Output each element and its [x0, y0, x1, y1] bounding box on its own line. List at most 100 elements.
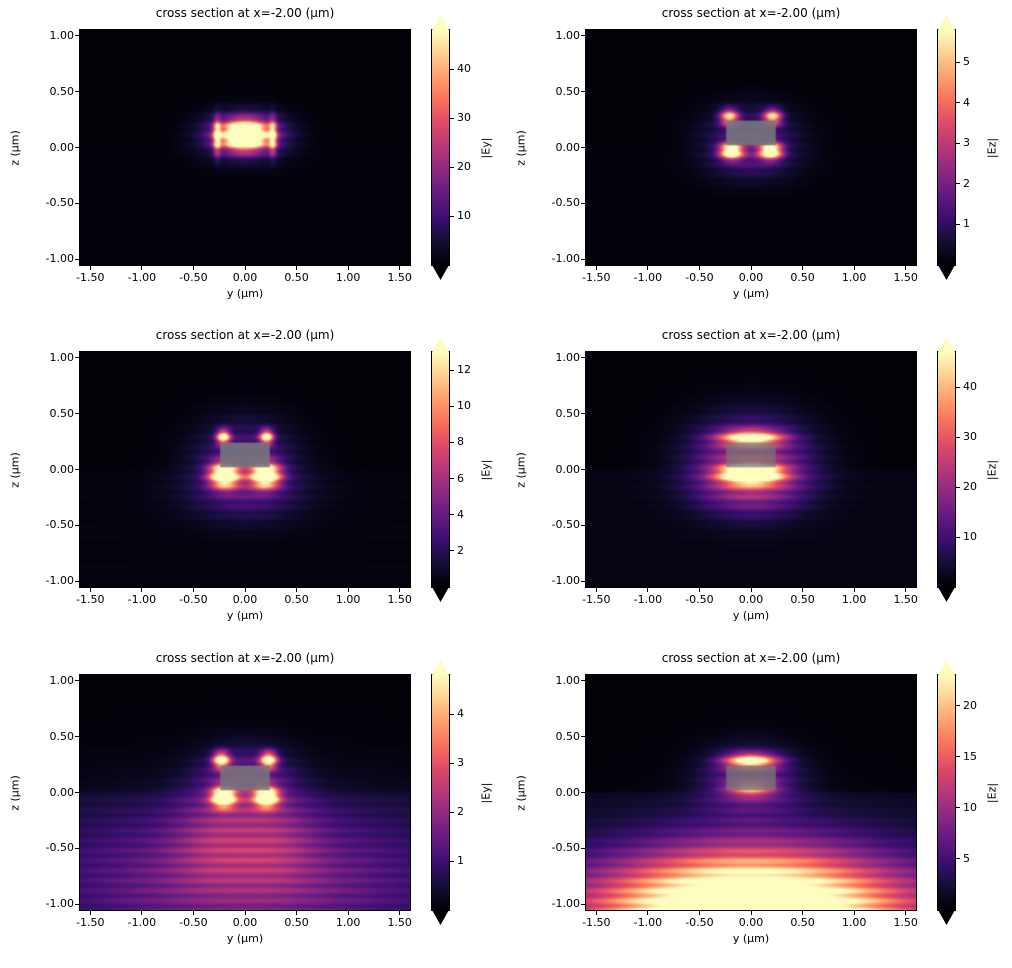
colorbar-tick-label: 10 [457, 209, 471, 223]
subplot: cross section at x=-2.00 (μm) z (μm) y (μm… [0, 645, 506, 968]
colorbar-arrow-down [432, 910, 449, 925]
y-tick-label: 0.50 [555, 406, 581, 420]
x-tick-mark [296, 588, 298, 592]
colorbar-frame [937, 351, 956, 588]
x-axis-label: y (μm) [732, 287, 770, 300]
x-tick-label: 1.00 [335, 916, 361, 929]
colorbar-frame [431, 351, 450, 588]
colorbar-tick-mark [450, 713, 454, 715]
y-tick-mark [581, 258, 585, 260]
x-tick-mark [296, 911, 298, 915]
subplot: cross section at x=-2.00 (μm) z (μm) y (μm… [506, 322, 1012, 645]
x-tick-mark [905, 588, 907, 592]
y-tick-mark [75, 580, 79, 582]
heatmap-frame [79, 351, 411, 588]
x-axis-label: y (μm) [226, 287, 264, 300]
colorbar-label: |Ey| [479, 782, 493, 803]
colorbar-tick-label: 4 [457, 507, 464, 521]
y-tick-label: -1.00 [551, 574, 580, 588]
colorbar-tick-label: 1 [963, 217, 970, 231]
y-tick-mark [581, 202, 585, 204]
x-tick-mark [347, 911, 349, 915]
x-tick-mark [802, 588, 804, 592]
colorbar-tick-mark [956, 183, 960, 185]
y-tick-mark [75, 147, 79, 148]
y-tick-label: 0.00 [49, 462, 75, 476]
colorbar-tick-mark [956, 486, 960, 488]
subplot: cross section at x=-2.00 (μm) z (μm) y (μm… [506, 645, 1012, 968]
x-tick-mark [244, 911, 246, 915]
x-tick-label: 1.00 [335, 593, 361, 606]
x-tick-label: 1.00 [841, 593, 867, 606]
plot-title: cross section at x=-2.00 (μm) [661, 6, 841, 20]
x-tick-label: -1.50 [76, 916, 105, 929]
x-axis-label: y (μm) [732, 932, 770, 945]
heatmap-frame [79, 674, 411, 911]
colorbar-tick-label: 10 [963, 800, 977, 814]
colorbar-tick-label: 5 [963, 55, 970, 69]
x-tick-label: 0.50 [284, 593, 309, 606]
x-tick-label: 0.00 [738, 916, 764, 929]
x-tick-mark [192, 588, 194, 592]
x-tick-label: -0.50 [685, 916, 714, 929]
heatmap-canvas [586, 30, 916, 265]
x-tick-label: 1.50 [893, 271, 918, 284]
colorbar-canvas [938, 30, 955, 265]
colorbar-tick-mark [450, 478, 454, 480]
x-tick-label: 1.50 [893, 916, 918, 929]
y-tick-mark [581, 847, 585, 849]
y-tick-mark [581, 147, 585, 148]
subplot: cross section at x=-2.00 (μm) z (μm) y (μm… [506, 0, 1012, 323]
x-tick-label: 0.00 [232, 271, 258, 284]
colorbar-tick-mark [450, 369, 454, 371]
colorbar-tick-mark [450, 215, 454, 217]
colorbar-tick-mark [956, 436, 960, 438]
heatmap-frame [79, 29, 411, 266]
x-tick-label: -1.00 [633, 916, 663, 929]
colorbar-tick-label: 2 [457, 543, 464, 557]
colorbar-tick-label: 1 [457, 854, 464, 868]
x-tick-mark [347, 266, 349, 270]
plot-title: cross section at x=-2.00 (μm) [155, 6, 335, 20]
x-tick-mark [399, 588, 401, 592]
x-tick-mark [750, 911, 752, 915]
y-axis-label: z (μm) [8, 774, 22, 811]
y-tick-mark [581, 357, 585, 359]
y-tick-mark [75, 524, 79, 526]
x-tick-label: -0.50 [685, 271, 714, 284]
x-tick-mark [647, 588, 649, 592]
y-tick-label: 0.00 [555, 140, 581, 154]
x-tick-label: 0.50 [790, 593, 815, 606]
colorbar-tick-label: 10 [457, 399, 471, 413]
heatmap-canvas [80, 30, 410, 265]
y-tick-label: -1.00 [45, 897, 74, 911]
colorbar-tick-label: 8 [457, 435, 464, 449]
subplot: cross section at x=-2.00 (μm) z (μm) y (μm… [0, 322, 506, 645]
x-tick-mark [89, 266, 91, 270]
x-tick-mark [347, 588, 349, 592]
plot-title: cross section at x=-2.00 (μm) [155, 651, 335, 665]
y-axis-label: z (μm) [514, 129, 528, 166]
y-axis-label: z (μm) [514, 774, 528, 811]
x-tick-mark [296, 266, 298, 270]
heatmap-canvas [80, 675, 410, 910]
colorbar-frame [431, 29, 450, 266]
y-tick-mark [75, 680, 79, 682]
y-tick-label: 0.50 [555, 84, 581, 98]
colorbar-tick-mark [450, 117, 454, 119]
x-tick-label: 1.50 [387, 916, 412, 929]
colorbar-arrow-up [432, 15, 449, 30]
x-tick-mark [244, 266, 246, 270]
y-tick-label: -0.50 [551, 841, 580, 855]
colorbar-tick-mark [450, 860, 454, 862]
y-tick-mark [75, 469, 79, 470]
subplot: cross section at x=-2.00 (μm) z (μm) y (μm… [0, 0, 506, 323]
colorbar-tick-mark [450, 550, 454, 552]
heatmap-frame [585, 29, 917, 266]
y-tick-mark [581, 792, 585, 793]
colorbar-arrow-up [938, 660, 955, 675]
x-tick-label: -0.50 [179, 593, 208, 606]
x-tick-mark [399, 911, 401, 915]
colorbar-tick-mark [956, 536, 960, 538]
colorbar-tick-mark [956, 223, 960, 225]
